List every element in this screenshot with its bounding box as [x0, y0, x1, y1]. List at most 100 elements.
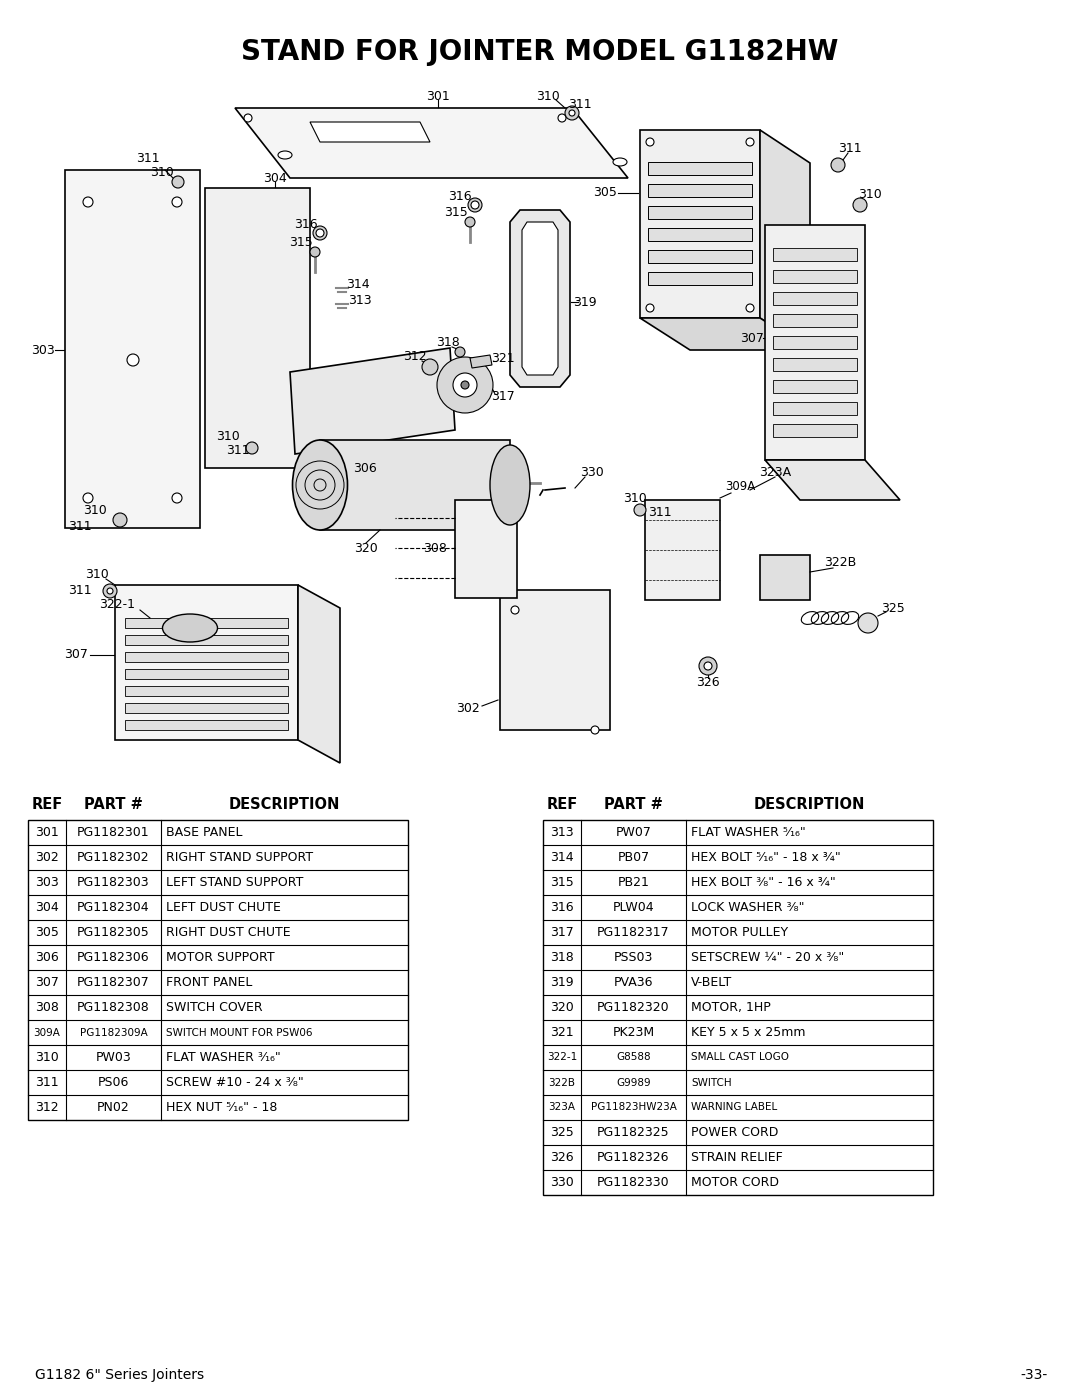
Circle shape [313, 226, 327, 240]
Text: 309A: 309A [33, 1028, 60, 1038]
Text: 307: 307 [740, 331, 764, 345]
Text: 304: 304 [36, 901, 59, 914]
Text: SCREW #10 - 24 x ³⁄₈": SCREW #10 - 24 x ³⁄₈" [166, 1076, 303, 1090]
Bar [28, 820, 408, 1120]
Text: PG1182306: PG1182306 [77, 951, 150, 964]
Text: STRAIN RELIEF: STRAIN RELIEF [691, 1151, 783, 1164]
Polygon shape [640, 130, 760, 319]
Text: 326: 326 [550, 1151, 573, 1164]
Circle shape [746, 305, 754, 312]
Text: 314: 314 [347, 278, 369, 292]
Circle shape [246, 441, 258, 454]
Text: PG1182307: PG1182307 [77, 977, 150, 989]
Text: 311: 311 [648, 506, 672, 518]
Polygon shape [522, 222, 558, 374]
Text: 326: 326 [697, 676, 719, 690]
Text: 323A: 323A [549, 1102, 576, 1112]
Polygon shape [773, 337, 858, 349]
Text: MOTOR PULLEY: MOTOR PULLEY [691, 926, 788, 939]
Circle shape [244, 115, 252, 122]
Circle shape [634, 504, 646, 515]
Ellipse shape [278, 151, 292, 159]
Text: WARNING LABEL: WARNING LABEL [691, 1102, 778, 1112]
Circle shape [858, 613, 878, 633]
Circle shape [471, 201, 480, 210]
Text: 330: 330 [580, 465, 604, 479]
Text: 307: 307 [64, 648, 87, 662]
Text: 325: 325 [881, 602, 905, 615]
Circle shape [455, 346, 465, 358]
Circle shape [83, 197, 93, 207]
Circle shape [511, 606, 519, 615]
Text: SWITCH: SWITCH [691, 1077, 731, 1087]
Polygon shape [114, 585, 298, 740]
Text: 321: 321 [491, 352, 515, 365]
Text: 312: 312 [403, 351, 427, 363]
Polygon shape [773, 380, 858, 393]
Circle shape [310, 247, 320, 257]
Text: 316: 316 [550, 901, 573, 914]
Text: 301: 301 [36, 826, 59, 840]
Circle shape [113, 513, 127, 527]
Bar [543, 820, 933, 1194]
Text: 301: 301 [427, 89, 450, 102]
Text: 311: 311 [136, 151, 160, 165]
Text: LOCK WASHER ³⁄₈": LOCK WASHER ³⁄₈" [691, 901, 805, 914]
Text: STAND FOR JOINTER MODEL G1182HW: STAND FOR JOINTER MODEL G1182HW [241, 38, 839, 66]
Text: PG1182304: PG1182304 [77, 901, 150, 914]
Text: RIGHT DUST CHUTE: RIGHT DUST CHUTE [166, 926, 291, 939]
Circle shape [316, 229, 324, 237]
Text: 306: 306 [36, 951, 59, 964]
Text: PS06: PS06 [98, 1076, 130, 1090]
Circle shape [831, 158, 845, 172]
Text: 325: 325 [550, 1126, 573, 1139]
Polygon shape [760, 130, 810, 351]
Ellipse shape [613, 158, 627, 166]
Polygon shape [760, 555, 810, 599]
Text: 310: 310 [623, 492, 647, 504]
Text: PLW04: PLW04 [612, 901, 654, 914]
Text: PG1182305: PG1182305 [77, 926, 150, 939]
Text: 310: 310 [85, 569, 109, 581]
Text: 308: 308 [35, 1002, 59, 1014]
Text: LEFT DUST CHUTE: LEFT DUST CHUTE [166, 901, 281, 914]
Polygon shape [773, 358, 858, 372]
Text: DESCRIPTION: DESCRIPTION [754, 798, 865, 812]
Circle shape [465, 217, 475, 226]
Text: BASE PANEL: BASE PANEL [166, 826, 243, 840]
Polygon shape [125, 652, 288, 662]
Circle shape [107, 588, 113, 594]
Text: REF: REF [546, 798, 578, 812]
Text: 311: 311 [68, 584, 92, 597]
Polygon shape [455, 500, 517, 598]
Polygon shape [640, 319, 810, 351]
Polygon shape [298, 585, 340, 763]
Text: 310: 310 [150, 166, 174, 179]
Text: 311: 311 [838, 141, 862, 155]
Text: MOTOR SUPPORT: MOTOR SUPPORT [166, 951, 274, 964]
Text: 322B: 322B [824, 556, 856, 569]
Text: 319: 319 [550, 977, 573, 989]
Text: 323A: 323A [759, 465, 791, 479]
Text: PG1182301: PG1182301 [77, 826, 150, 840]
Polygon shape [310, 122, 430, 142]
Text: 303: 303 [36, 876, 59, 888]
Text: FRONT PANEL: FRONT PANEL [166, 977, 253, 989]
Text: 315: 315 [289, 236, 313, 249]
Polygon shape [648, 184, 752, 197]
Ellipse shape [293, 440, 348, 529]
Text: 310: 310 [83, 503, 107, 517]
Text: SWITCH MOUNT FOR PSW06: SWITCH MOUNT FOR PSW06 [166, 1028, 312, 1038]
Text: PG1182325: PG1182325 [597, 1126, 670, 1139]
Polygon shape [125, 636, 288, 645]
Text: 309A: 309A [725, 481, 755, 493]
Text: -33-: -33- [1021, 1368, 1048, 1382]
Text: PW07: PW07 [616, 826, 651, 840]
Text: 318: 318 [550, 951, 573, 964]
Text: REF: REF [31, 798, 63, 812]
Text: MOTOR, 1HP: MOTOR, 1HP [691, 1002, 771, 1014]
Polygon shape [500, 590, 610, 731]
Text: 305: 305 [35, 926, 59, 939]
Text: 310: 310 [216, 429, 240, 443]
Text: HEX BOLT ⁵⁄₁₆" - 18 x ¾": HEX BOLT ⁵⁄₁₆" - 18 x ¾" [691, 851, 840, 863]
